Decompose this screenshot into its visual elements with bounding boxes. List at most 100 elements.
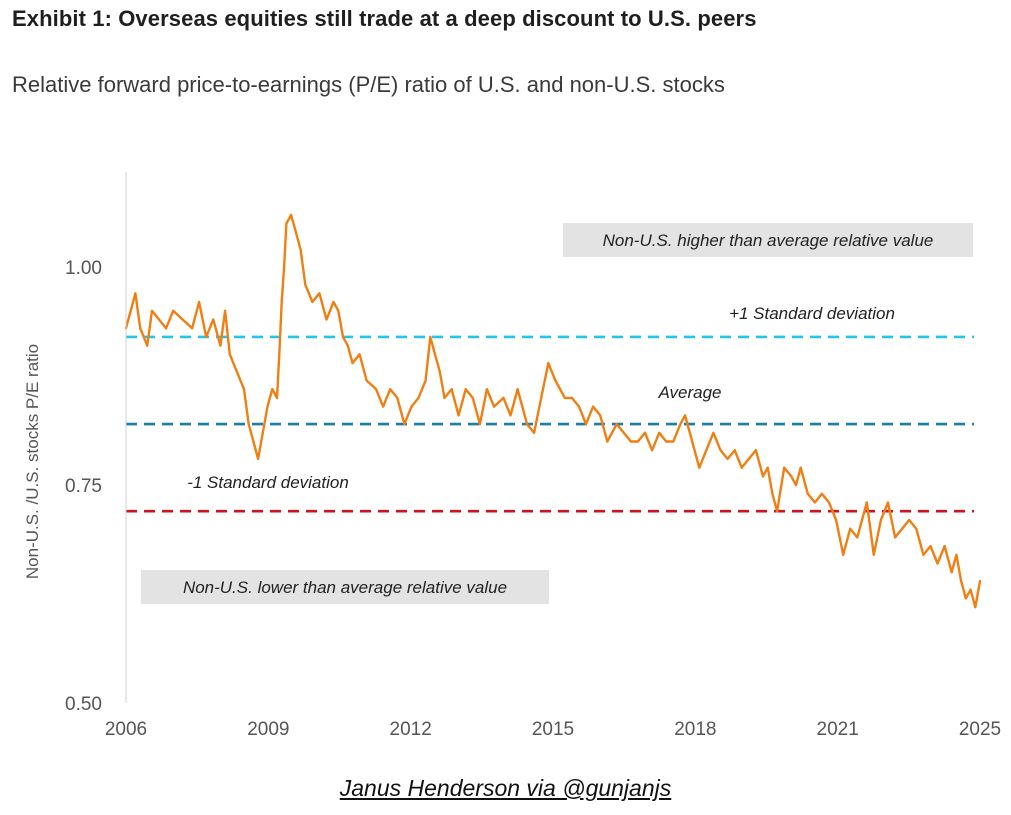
data-point xyxy=(879,518,883,522)
data-point xyxy=(547,362,550,365)
data-point xyxy=(705,449,708,452)
data-point xyxy=(835,518,838,522)
data-point xyxy=(181,318,184,321)
data-point xyxy=(157,318,161,321)
annotation-lower-value-text: Non-U.S. lower than average relative val… xyxy=(183,578,507,597)
data-point xyxy=(471,396,474,399)
data-point xyxy=(606,440,609,443)
data-point xyxy=(191,327,194,330)
data-point xyxy=(978,579,982,583)
data-point xyxy=(960,579,963,583)
data-point xyxy=(365,379,368,382)
data-point xyxy=(278,353,281,356)
data-point xyxy=(684,414,687,417)
data-point xyxy=(842,553,845,556)
data-point xyxy=(563,396,566,399)
x-tick-label: 2021 xyxy=(817,719,859,740)
data-point xyxy=(592,405,595,408)
data-point xyxy=(285,222,288,225)
data-point xyxy=(375,388,378,391)
data-point xyxy=(886,501,890,504)
data-point xyxy=(733,449,736,452)
data-point xyxy=(450,388,453,391)
data-point xyxy=(901,527,904,530)
data-point xyxy=(540,396,543,399)
data-point xyxy=(198,300,201,304)
data-point xyxy=(478,423,481,426)
data-point xyxy=(224,309,227,312)
data-point xyxy=(134,292,137,295)
data-point xyxy=(719,449,722,452)
data-point xyxy=(615,423,618,426)
data-point xyxy=(584,423,588,426)
data-point xyxy=(929,545,932,548)
data-point xyxy=(502,396,505,399)
data-point xyxy=(139,327,142,330)
data-point xyxy=(915,527,918,530)
data-point xyxy=(271,388,274,391)
data-point xyxy=(936,562,939,565)
data-point xyxy=(228,353,231,356)
data-point xyxy=(872,553,875,556)
data-point xyxy=(150,309,154,312)
data-point xyxy=(242,388,246,391)
annotation-higher-value-bg xyxy=(563,223,973,257)
data-point xyxy=(290,213,293,216)
data-point xyxy=(172,309,175,312)
data-point xyxy=(766,466,769,469)
annotation-higher-value-text: Non-U.S. higher than average relative va… xyxy=(603,231,934,250)
x-tick-label: 2015 xyxy=(532,719,574,740)
data-point xyxy=(318,292,321,295)
data-point xyxy=(726,457,729,460)
data-point xyxy=(955,553,958,556)
data-point xyxy=(799,466,802,469)
data-point xyxy=(212,318,215,321)
data-point xyxy=(464,388,467,391)
data-point xyxy=(658,431,661,434)
data-point xyxy=(969,588,972,591)
data-point xyxy=(261,431,264,434)
data-point xyxy=(294,231,297,234)
data-point xyxy=(219,344,222,347)
data-point xyxy=(457,414,460,417)
data-point xyxy=(599,414,602,417)
data-point xyxy=(358,353,361,356)
data-point xyxy=(794,484,798,487)
data-point xyxy=(346,344,349,347)
data-point xyxy=(325,318,328,321)
data-point xyxy=(790,475,793,478)
series-line xyxy=(124,213,982,609)
data-point xyxy=(403,423,406,426)
data-point xyxy=(698,466,701,469)
data-point xyxy=(856,536,859,539)
data-point xyxy=(304,283,307,286)
plus-sd-label: +1 Standard deviation xyxy=(729,304,895,323)
data-point xyxy=(950,571,953,574)
data-point xyxy=(747,457,750,460)
data-point xyxy=(533,431,536,434)
data-point xyxy=(672,440,675,443)
data-point xyxy=(252,440,255,443)
annotation-lower-value: Non-U.S. lower than average relative val… xyxy=(141,570,549,604)
data-point xyxy=(382,405,385,408)
data-point xyxy=(341,335,345,338)
data-point xyxy=(257,457,260,460)
data-point xyxy=(429,335,432,338)
data-point xyxy=(492,405,496,408)
data-point xyxy=(516,388,519,391)
data-point xyxy=(754,449,758,452)
data-point xyxy=(410,405,413,408)
data-point xyxy=(311,300,314,304)
data-point xyxy=(396,396,399,399)
data-point xyxy=(894,536,897,539)
annotation-lower-value-bg xyxy=(141,570,549,604)
minus-sd-label: -1 Standard deviation xyxy=(187,473,349,492)
source-credit[interactable]: Janus Henderson via @gunjanjs xyxy=(339,775,672,801)
data-point xyxy=(806,492,809,495)
reference-lines: +1 Standard deviation Average -1 Standard … xyxy=(126,304,974,513)
y-tick-label: 1.00 xyxy=(65,258,102,279)
data-point xyxy=(235,370,238,373)
y-tick-label: 0.75 xyxy=(65,476,102,497)
